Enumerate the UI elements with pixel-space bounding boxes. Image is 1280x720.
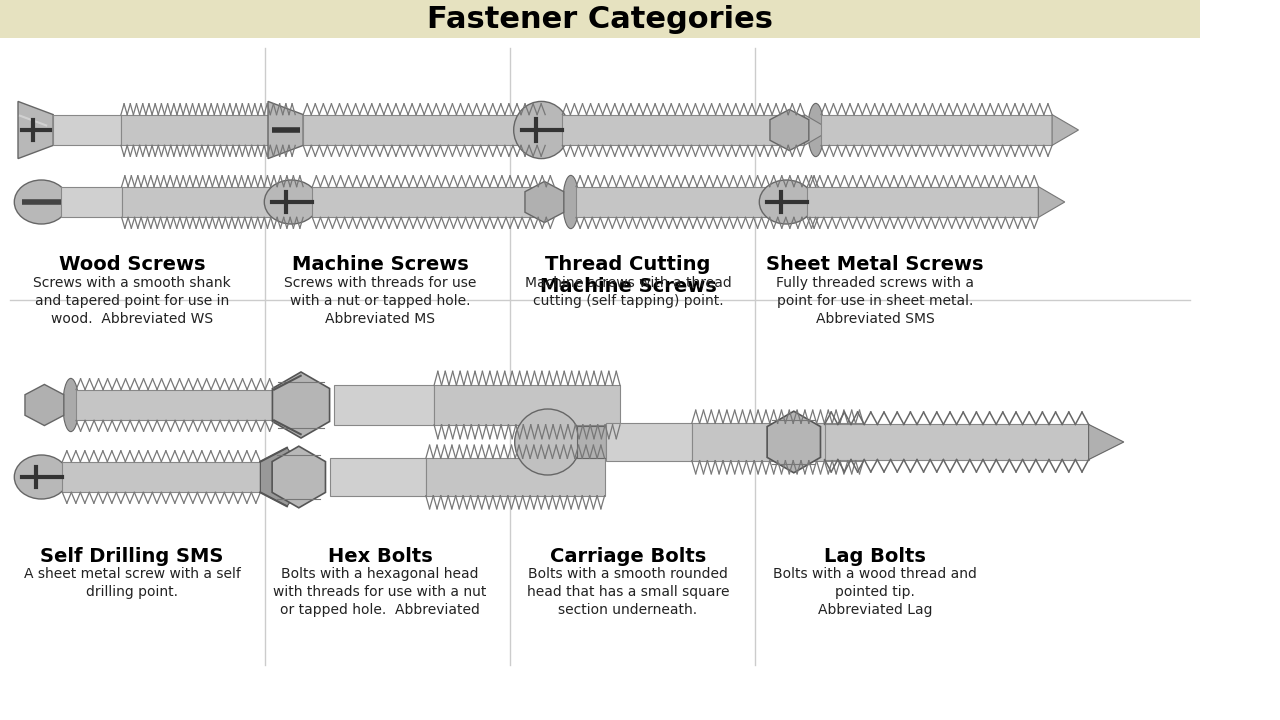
Bar (334, 385, 434, 425)
Text: Screws with threads for use
with a nut or tapped hole.
Abbreviated MS: Screws with threads for use with a nut o… (284, 276, 476, 325)
Text: Carriage Bolts: Carriage Bolts (550, 547, 707, 566)
Polygon shape (296, 114, 326, 145)
Text: Screws with a smooth shank
and tapered point for use in
wood.  Abbreviated WS: Screws with a smooth shank and tapered p… (33, 276, 230, 325)
Bar (76, 390, 274, 420)
Polygon shape (804, 114, 831, 145)
Ellipse shape (563, 176, 579, 229)
Bar (577, 426, 605, 458)
Bar (312, 186, 554, 217)
Text: Self Drilling SMS: Self Drilling SMS (40, 547, 224, 566)
Polygon shape (18, 102, 54, 158)
Ellipse shape (513, 102, 570, 158)
Text: Sheet Metal Screws: Sheet Metal Screws (767, 255, 984, 274)
Ellipse shape (515, 409, 581, 475)
Polygon shape (1052, 114, 1079, 145)
Bar (820, 114, 1052, 145)
Polygon shape (771, 109, 809, 150)
Bar (824, 424, 1088, 459)
Bar (61, 186, 122, 217)
Bar (330, 459, 426, 495)
Polygon shape (268, 102, 303, 158)
Text: Bolts with a wood thread and
pointed tip.
Abbreviated Lag: Bolts with a wood thread and pointed tip… (773, 567, 977, 617)
Bar (63, 462, 260, 492)
Polygon shape (1038, 186, 1065, 217)
Polygon shape (274, 376, 323, 434)
Bar (303, 114, 545, 145)
Polygon shape (273, 446, 325, 508)
Bar (576, 186, 818, 217)
Ellipse shape (808, 104, 824, 157)
Bar (426, 459, 604, 495)
Bar (0, 0, 1201, 38)
Text: Bolts with a smooth rounded
head that has a small square
section underneath.: Bolts with a smooth rounded head that ha… (527, 567, 730, 617)
Bar (562, 114, 804, 145)
Polygon shape (525, 181, 563, 222)
Text: Hex Bolts: Hex Bolts (328, 547, 433, 566)
Polygon shape (767, 411, 820, 473)
Text: Wood Screws: Wood Screws (59, 255, 205, 274)
Ellipse shape (264, 180, 319, 224)
Polygon shape (303, 186, 334, 217)
Ellipse shape (14, 180, 69, 224)
Polygon shape (260, 448, 308, 506)
Text: Fastener Categories: Fastener Categories (428, 4, 773, 34)
Text: Bolts with a hexagonal head
with threads for use with a nut
or tapped hole.  Abb: Bolts with a hexagonal head with threads… (274, 567, 486, 617)
Ellipse shape (759, 180, 814, 224)
Ellipse shape (63, 379, 79, 431)
Bar (122, 186, 303, 217)
Text: Machine screws with a thread
cutting (self tapping) point.: Machine screws with a thread cutting (se… (525, 276, 731, 308)
Bar (54, 114, 122, 145)
Text: Fully threaded screws with a
point for use in sheet metal.
Abbreviated SMS: Fully threaded screws with a point for u… (776, 276, 974, 325)
Bar (691, 423, 864, 461)
Bar (605, 423, 691, 461)
Text: Thread Cutting
Machine Screws: Thread Cutting Machine Screws (540, 255, 717, 296)
Polygon shape (818, 186, 845, 217)
Polygon shape (273, 372, 329, 438)
Bar (434, 385, 620, 425)
Polygon shape (26, 384, 64, 426)
Text: Lag Bolts: Lag Bolts (824, 547, 925, 566)
Polygon shape (1088, 424, 1124, 459)
Bar (122, 114, 296, 145)
Text: A sheet metal screw with a self
drilling point.: A sheet metal screw with a self drilling… (23, 567, 241, 599)
Bar (808, 186, 1038, 217)
Text: Machine Screws: Machine Screws (292, 255, 468, 274)
Ellipse shape (14, 455, 69, 499)
